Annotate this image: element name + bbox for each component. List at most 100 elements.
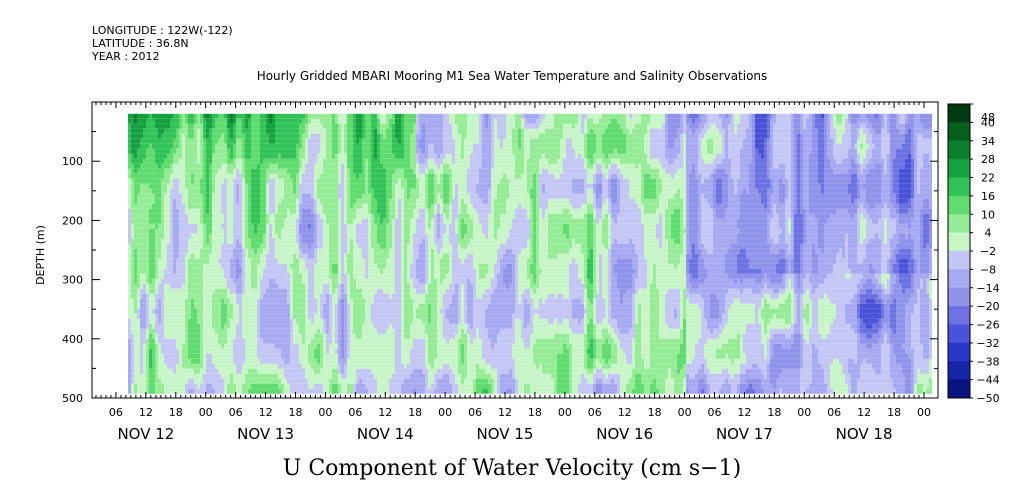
heatmap-cell [335, 253, 338, 259]
heatmap-cell [383, 198, 386, 204]
heatmap-cell [197, 283, 200, 289]
heatmap-cell [161, 188, 164, 194]
heatmap-cell [365, 153, 368, 159]
heatmap-cell [248, 188, 251, 194]
heatmap-cell [230, 173, 233, 179]
heatmap-cell [218, 283, 221, 289]
heatmap-cell [365, 163, 368, 169]
heatmap-cell [347, 338, 350, 344]
heatmap-cell [275, 178, 278, 184]
heatmap-cell [374, 233, 377, 239]
heatmap-cell [254, 168, 257, 174]
heatmap-cell [215, 198, 218, 204]
heatmap-cell [326, 318, 329, 324]
heatmap-cell [356, 353, 359, 359]
heatmap-cell [146, 228, 149, 234]
heatmap-cell [338, 368, 341, 374]
heatmap-cell [344, 298, 347, 304]
heatmap-cell [257, 253, 260, 259]
heatmap-cell [170, 253, 173, 259]
heatmap-cell [167, 143, 170, 149]
heatmap-cell [371, 293, 374, 299]
heatmap-cell [251, 173, 254, 179]
heatmap-cell [326, 363, 329, 369]
heatmap-cell [269, 388, 272, 394]
heatmap-cell [293, 143, 296, 149]
heatmap-cell [323, 353, 326, 359]
heatmap-cell [146, 233, 149, 239]
heatmap-cell [284, 313, 287, 319]
heatmap-cell [173, 133, 176, 139]
heatmap-cell [344, 243, 347, 249]
heatmap-cell [290, 243, 293, 249]
heatmap-cell [218, 218, 221, 224]
heatmap-cell [146, 363, 149, 369]
heatmap-cell [254, 368, 257, 374]
heatmap-cell [260, 328, 263, 334]
heatmap-cell [128, 113, 131, 119]
heatmap-cell [143, 133, 146, 139]
heatmap-cell [257, 363, 260, 369]
heatmap-cell [224, 178, 227, 184]
heatmap-cell [323, 328, 326, 334]
heatmap-cell [242, 138, 245, 144]
heatmap-cell [284, 118, 287, 124]
heatmap-cell [323, 288, 326, 294]
heatmap-cell [170, 193, 173, 199]
heatmap-cell [239, 168, 242, 174]
heatmap-cell [143, 203, 146, 209]
heatmap-cell [239, 193, 242, 199]
heatmap-cell [224, 168, 227, 174]
heatmap-cell [221, 338, 224, 344]
heatmap-cell [263, 213, 266, 219]
heatmap-cell [335, 138, 338, 144]
heatmap-cell [233, 313, 236, 319]
heatmap-cell [305, 113, 308, 119]
heatmap-cell [317, 273, 320, 279]
heatmap-cell [383, 128, 386, 134]
heatmap-cell [155, 348, 158, 354]
heatmap-cell [329, 203, 332, 209]
heatmap-cell [170, 373, 173, 379]
heatmap-cell [350, 383, 353, 389]
heatmap-cell [227, 208, 230, 214]
heatmap-cell [320, 238, 323, 244]
heatmap-cell [338, 218, 341, 224]
heatmap-cell [215, 273, 218, 279]
heatmap-cell [299, 273, 302, 279]
heatmap-cell [305, 273, 308, 279]
heatmap-cell [353, 223, 356, 229]
heatmap-cell [389, 253, 392, 259]
heatmap-cell [329, 193, 332, 199]
heatmap-cell [155, 178, 158, 184]
heatmap-cell [374, 253, 377, 259]
heatmap-cell [296, 183, 299, 189]
heatmap-cell [353, 133, 356, 139]
heatmap-cell [269, 223, 272, 229]
heatmap-cell [281, 338, 284, 344]
heatmap-cell [317, 383, 320, 389]
heatmap-cell [299, 173, 302, 179]
heatmap-cell [389, 373, 392, 379]
heatmap-cell [371, 268, 374, 274]
heatmap-cell [374, 178, 377, 184]
heatmap-cell [149, 188, 152, 194]
heatmap-cell [335, 288, 338, 294]
heatmap-cell [188, 123, 191, 129]
heatmap-cell [356, 233, 359, 239]
heatmap-cell [308, 213, 311, 219]
heatmap-cell [221, 238, 224, 244]
heatmap-cell [212, 293, 215, 299]
heatmap-cell [185, 253, 188, 259]
heatmap-cell [203, 338, 206, 344]
heatmap-cell [137, 138, 140, 144]
heatmap-cell [185, 208, 188, 214]
heatmap-cell [311, 183, 314, 189]
heatmap-cell [374, 143, 377, 149]
heatmap-cell [338, 138, 341, 144]
heatmap-cell [248, 163, 251, 169]
heatmap-cell [170, 203, 173, 209]
heatmap-cell [320, 328, 323, 334]
heatmap-cell [272, 383, 275, 389]
heatmap-cell [182, 138, 185, 144]
